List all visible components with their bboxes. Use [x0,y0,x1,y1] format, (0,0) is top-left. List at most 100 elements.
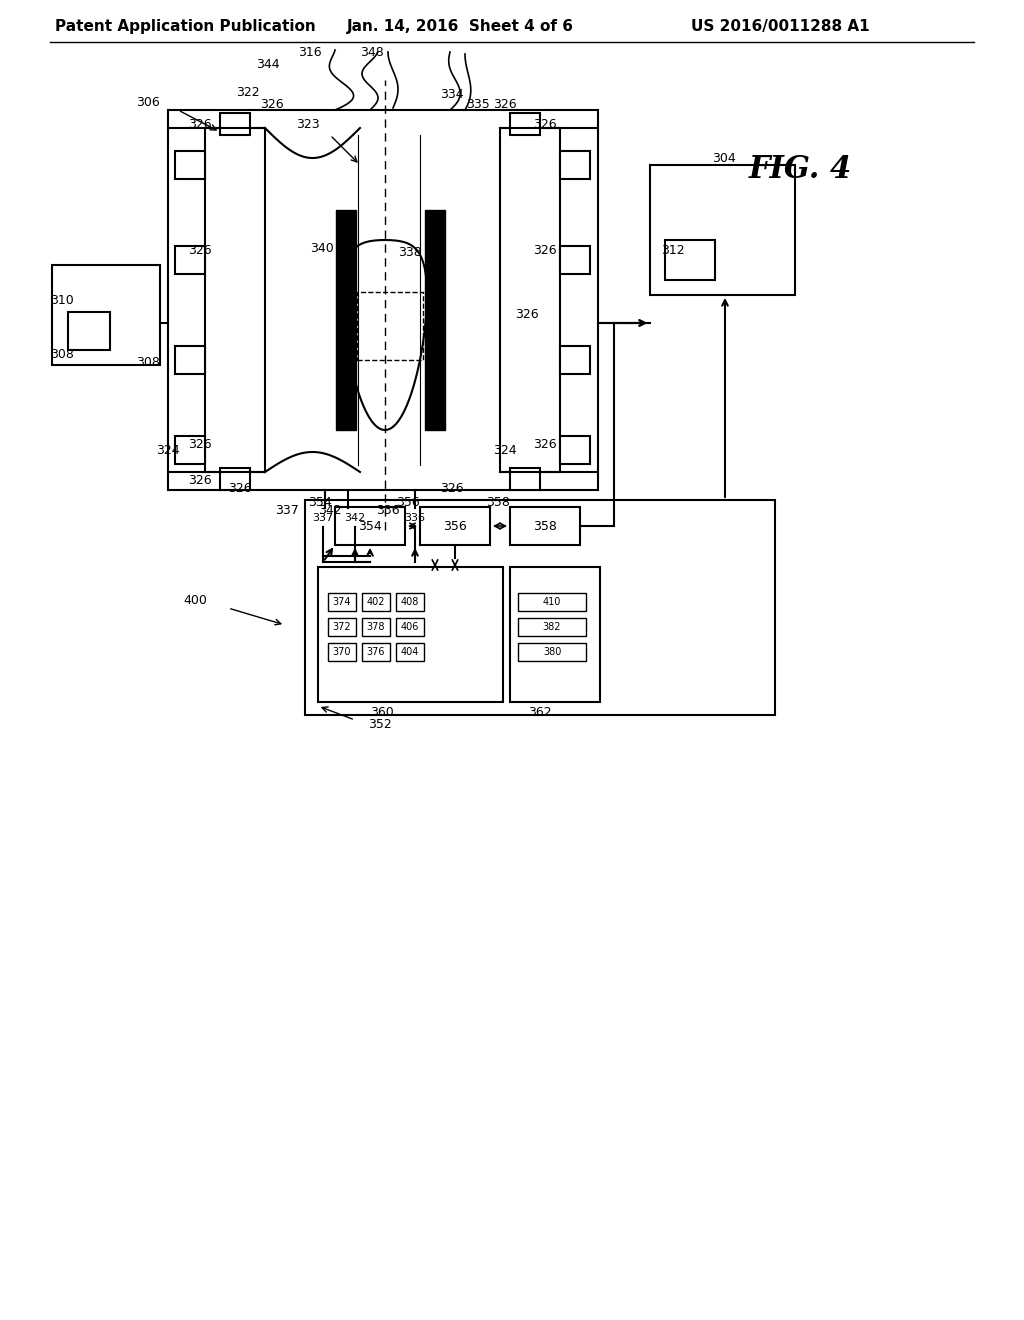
Text: 402: 402 [367,597,385,607]
Bar [396,618,424,636]
Bar [510,568,600,702]
Text: 326: 326 [188,243,212,256]
Text: 406: 406 [400,622,419,632]
Bar [518,643,586,661]
Text: 374: 374 [333,597,351,607]
Text: 342: 342 [318,503,342,516]
Text: 304: 304 [712,152,736,165]
Bar [68,312,110,350]
Bar [305,500,775,715]
Text: 340: 340 [310,242,334,255]
Text: 344: 344 [256,58,280,71]
Bar [168,110,598,490]
Bar [400,508,430,527]
Text: 354: 354 [358,520,382,532]
Text: 348: 348 [360,45,384,58]
Text: 326: 326 [494,99,517,111]
Text: 378: 378 [367,622,385,632]
Bar [396,643,424,661]
Bar [362,593,390,611]
Text: 326: 326 [188,474,212,487]
Bar [362,618,390,636]
Text: 326: 326 [534,243,557,256]
Bar [396,593,424,611]
Text: 356: 356 [443,520,467,532]
Text: 342: 342 [344,513,366,523]
Bar [425,210,445,430]
Text: 326: 326 [534,119,557,132]
Text: 400: 400 [183,594,207,606]
Text: 335: 335 [466,99,489,111]
Text: US 2016/0011288 A1: US 2016/0011288 A1 [690,20,869,34]
Text: 404: 404 [400,647,419,657]
Bar [336,210,356,430]
Bar [510,507,580,545]
Text: 337: 337 [275,503,299,516]
Text: FIG. 4: FIG. 4 [749,154,852,186]
Bar [560,246,590,275]
Bar [560,436,590,465]
Text: 380: 380 [543,647,561,657]
Bar [318,568,503,702]
Text: 308: 308 [50,348,74,362]
Text: 336: 336 [404,513,426,523]
Bar [175,346,205,374]
Bar [328,643,356,661]
Text: 326: 326 [515,309,539,322]
Bar [510,114,540,135]
Bar [328,593,356,611]
Text: 326: 326 [534,438,557,451]
Text: 372: 372 [333,622,351,632]
Text: 308: 308 [136,355,160,368]
Bar [362,643,390,661]
Bar [510,469,540,490]
Bar [220,469,250,490]
Text: 352: 352 [368,718,392,730]
Text: 358: 358 [486,496,510,510]
Text: 376: 376 [367,647,385,657]
Text: 324: 324 [494,444,517,457]
Text: 382: 382 [543,622,561,632]
Text: 337: 337 [312,513,334,523]
Text: 336: 336 [376,503,399,516]
Bar [335,507,406,545]
Bar [560,346,590,374]
Text: 326: 326 [188,438,212,451]
Text: 316: 316 [298,45,322,58]
Bar [175,436,205,465]
Text: 312: 312 [662,243,685,256]
Text: 306: 306 [136,95,160,108]
Bar [220,114,250,135]
Text: 334: 334 [440,88,464,102]
Text: 358: 358 [534,520,557,532]
Text: 408: 408 [400,597,419,607]
Text: 354: 354 [308,496,332,510]
Text: 326: 326 [228,482,252,495]
Bar [500,128,560,473]
Text: 360: 360 [370,706,394,719]
Text: 322: 322 [237,86,260,99]
Bar [205,128,265,473]
Bar [175,150,205,180]
Bar [518,593,586,611]
Bar [308,508,338,527]
Text: 356: 356 [396,496,420,510]
Bar [340,508,370,527]
Text: 310: 310 [50,293,74,306]
Text: 323: 323 [296,119,319,132]
Text: 362: 362 [528,706,552,719]
Bar [665,240,715,280]
Bar [518,618,586,636]
Bar [420,507,490,545]
Bar [560,150,590,180]
Text: 410: 410 [543,597,561,607]
Text: 370: 370 [333,647,351,657]
Text: 326: 326 [188,119,212,132]
Bar [175,246,205,275]
Bar [357,292,423,360]
Text: 338: 338 [398,246,422,259]
Bar [52,265,160,366]
Text: 326: 326 [440,482,464,495]
Text: Jan. 14, 2016  Sheet 4 of 6: Jan. 14, 2016 Sheet 4 of 6 [346,20,573,34]
Bar [328,618,356,636]
